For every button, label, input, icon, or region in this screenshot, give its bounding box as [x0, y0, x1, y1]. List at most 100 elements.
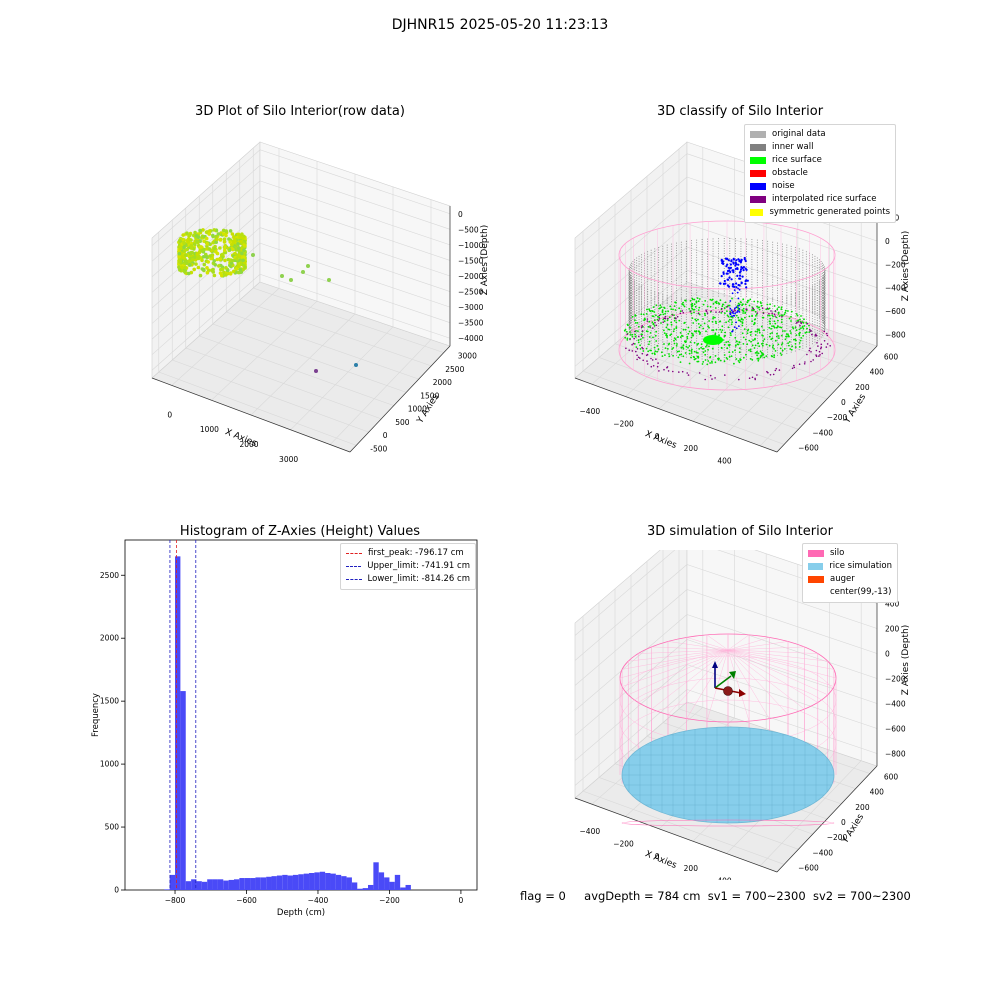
rice-surface-point: [790, 348, 793, 351]
rice-surface-point: [695, 319, 698, 322]
interpolated-point: [810, 351, 812, 353]
rice-surface-point: [756, 305, 758, 308]
rice-surface-point: [789, 330, 792, 332]
rice-surface-point: [626, 337, 629, 340]
rice-surface-point: [655, 330, 658, 333]
rice-surface-point: [760, 304, 763, 307]
rice-surface-point: [664, 354, 666, 356]
noise-point: [723, 279, 726, 283]
raw-point: [215, 237, 219, 242]
histogram-bar: [185, 881, 192, 890]
rice-surface-point: [790, 332, 792, 334]
noise-point: [735, 321, 737, 324]
interpolated-point: [820, 343, 823, 346]
rice-surface-point: [780, 326, 783, 329]
silo-roof-line: [667, 649, 729, 715]
silo-roof-line: [638, 649, 729, 654]
rice-surface-point: [720, 331, 723, 333]
interpolated-point: [642, 347, 644, 350]
histogram-bar: [389, 881, 395, 890]
noise-point: [738, 274, 742, 277]
interpolated-point: [715, 311, 717, 313]
noise-point: [730, 309, 733, 312]
interpolated-point: [778, 369, 781, 371]
rice-surface-point: [672, 347, 675, 349]
silo-roof-line: [628, 649, 729, 696]
z-gridline: [259, 149, 451, 215]
rice-surface-point: [730, 323, 733, 326]
noise-point: [746, 279, 749, 282]
raw-point: [236, 242, 240, 246]
rice-surface-point: [745, 353, 747, 356]
interpolated-point: [663, 368, 665, 371]
interpolated-point: [818, 355, 820, 357]
rice-surface-point: [760, 325, 763, 328]
rice-surface-point: [746, 301, 749, 304]
rice-surface-point: [733, 362, 735, 365]
rice-surface-point: [669, 334, 672, 337]
rice-surface-point: [663, 307, 666, 309]
rice-surface-point: [673, 305, 676, 307]
rice-surface-point: [687, 332, 690, 335]
rice-surface-point: [729, 332, 732, 335]
raw-point: [327, 278, 331, 282]
interpolated-point: [745, 308, 747, 310]
rice-surface-point: [777, 319, 779, 322]
rice-surface-point: [697, 342, 700, 345]
rice-surface-point: [693, 298, 696, 301]
rice-surface-point: [723, 343, 726, 346]
raw-point: [182, 245, 186, 250]
rice-surface-point: [709, 305, 712, 308]
rice-surface-dense: [703, 335, 723, 345]
x-tick-label: −400: [580, 407, 601, 416]
legend-label: auger: [830, 574, 855, 584]
rice-surface-point: [691, 304, 694, 307]
histogram-bar: [207, 879, 213, 890]
rice-surface-point: [639, 338, 642, 341]
y-gridline: [646, 316, 842, 385]
histogram-bar: [351, 882, 358, 890]
silo-roof-line: [727, 637, 770, 651]
rice-surface-point: [758, 308, 761, 311]
rice-surface-point: [719, 299, 722, 302]
z-tick-label: −400: [885, 284, 906, 293]
rice-surface-point: [773, 305, 776, 307]
histogram-bar: [255, 877, 261, 890]
noise-point: [735, 259, 738, 262]
rice-surface-point: [756, 354, 758, 357]
silo-roof-line: [686, 649, 729, 719]
rice-surface-point: [667, 310, 670, 313]
noise-point: [742, 266, 745, 269]
rice-surface-point: [629, 331, 631, 333]
z-tick-label: −1500: [458, 256, 484, 265]
rice-surface-point: [704, 350, 707, 352]
interpolated-point: [820, 347, 822, 350]
rice-surface-point: [698, 333, 701, 335]
noise-point: [728, 276, 731, 279]
legend-noise: noise: [750, 180, 890, 193]
y-tick-label: -500: [370, 444, 387, 453]
rice-surface-point: [746, 343, 749, 346]
z-gridline: [574, 664, 688, 761]
interpolated-point: [657, 319, 660, 322]
legend-interpolated: interpolated rice surface: [750, 193, 890, 206]
noise-point: [741, 275, 744, 278]
interpolated-point: [761, 307, 764, 309]
y-tick-label: 400: [870, 368, 885, 377]
rice-surface-point: [774, 350, 777, 352]
rice-surface-point: [634, 335, 637, 338]
rice-surface-point: [785, 335, 788, 338]
rice-surface-point: [738, 351, 741, 354]
legend-swatch: [808, 589, 824, 596]
rice-surface-point: [783, 348, 786, 350]
rice-surface-point: [770, 338, 773, 341]
histogram-bar: [223, 880, 229, 890]
histogram-bar: [384, 877, 390, 890]
rice-surface-point: [656, 350, 658, 353]
rice-surface-point: [640, 333, 643, 336]
legend-upper-limit: Upper_limit: -741.91 cm: [346, 560, 470, 573]
y-gridline: [212, 323, 407, 393]
rice-surface-point: [690, 350, 693, 352]
rice-surface-point: [668, 316, 671, 319]
rice-surface-point: [777, 325, 779, 327]
